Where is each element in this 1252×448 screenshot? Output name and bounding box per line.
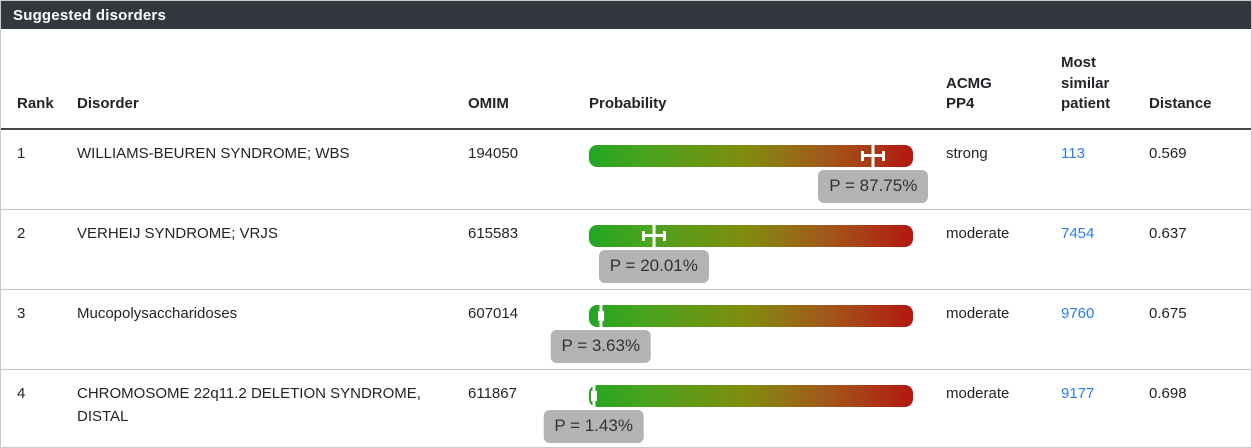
acmg-pp4-value: strong <box>946 145 988 162</box>
probability-marker-line <box>592 385 596 413</box>
acmg-pp4-value: moderate <box>946 225 1010 242</box>
most-similar-patient-link[interactable]: 9177 <box>1061 385 1095 402</box>
distance-value: 0.637 <box>1149 225 1187 242</box>
disorder-name: VERHEIJ SYNDROME; VRJS <box>77 225 278 242</box>
most-similar-patient-link[interactable]: 113 <box>1061 145 1085 162</box>
omim-id: 194050 <box>468 145 519 162</box>
probability-cell: P = 3.63% <box>550 303 946 369</box>
most-similar-patient-link[interactable]: 9760 <box>1061 305 1095 322</box>
table-row: 1 WILLIAMS-BEUREN SYNDROME; WBS 194050 P… <box>1 130 1251 210</box>
column-header-rank: Rank <box>17 95 54 113</box>
rank-value: 3 <box>17 305 26 322</box>
disorder-name: WILLIAMS-BEUREN SYNDROME; WBS <box>77 145 350 162</box>
disorder-name: CHROMOSOME 22q11.2 DELETION SYNDROME, DI… <box>77 385 421 425</box>
acmg-pp4-value: moderate <box>946 305 1010 322</box>
omim-id: 615583 <box>468 225 519 242</box>
most-similar-patient-link[interactable]: 7454 <box>1061 225 1095 242</box>
omim-id: 611867 <box>468 385 517 402</box>
table-row: 3 Mucopolysaccharidoses 607014 P = 3.63%… <box>1 290 1251 370</box>
probability-cell: P = 1.43% <box>543 383 946 446</box>
column-header-disorder: Disorder <box>77 95 139 113</box>
probability-tooltip: P = 1.43% <box>543 410 644 443</box>
rank-value: 4 <box>17 385 26 402</box>
distance-value: 0.675 <box>1149 305 1187 322</box>
column-header-probability: Probability <box>589 95 667 113</box>
rank-value: 2 <box>17 225 26 242</box>
table-row: 2 VERHEIJ SYNDROME; VRJS 615583 P = 20.0… <box>1 210 1251 290</box>
distance-value: 0.698 <box>1149 385 1187 402</box>
probability-marker-line <box>871 145 875 173</box>
probability-gradient-bar <box>589 225 913 253</box>
probability-tooltip: P = 3.63% <box>550 330 652 363</box>
disorder-name: Mucopolysaccharidoses <box>77 305 238 322</box>
column-header-omim: OMIM <box>468 95 509 113</box>
table-header-row: Rank Disorder OMIM Probability ACMG PP4 … <box>1 29 1251 130</box>
probability-gradient-bar <box>589 145 913 173</box>
column-header-distance: Distance <box>1149 95 1212 113</box>
probability-marker-line <box>599 305 603 333</box>
probability-tooltip: P = 20.01% <box>598 250 709 283</box>
table-row: 4 CHROMOSOME 22q11.2 DELETION SYNDROME, … <box>1 370 1251 446</box>
column-header-most-similar-patient: Most similar patient <box>1061 53 1111 113</box>
probability-gradient-bar <box>589 385 913 413</box>
probability-cell: P = 87.75% <box>589 143 946 209</box>
rank-value: 1 <box>17 145 26 162</box>
probability-gradient-bar <box>589 305 913 333</box>
distance-value: 0.569 <box>1149 145 1187 162</box>
omim-id: 607014 <box>468 305 519 322</box>
acmg-pp4-value: moderate <box>946 385 1010 402</box>
probability-marker-line <box>652 225 656 253</box>
panel-title: Suggested disorders <box>1 1 1251 29</box>
probability-cell: P = 20.01% <box>589 223 946 289</box>
column-header-acmg-pp4: ACMG PP4 <box>946 74 992 113</box>
probability-tooltip: P = 87.75% <box>818 170 929 203</box>
